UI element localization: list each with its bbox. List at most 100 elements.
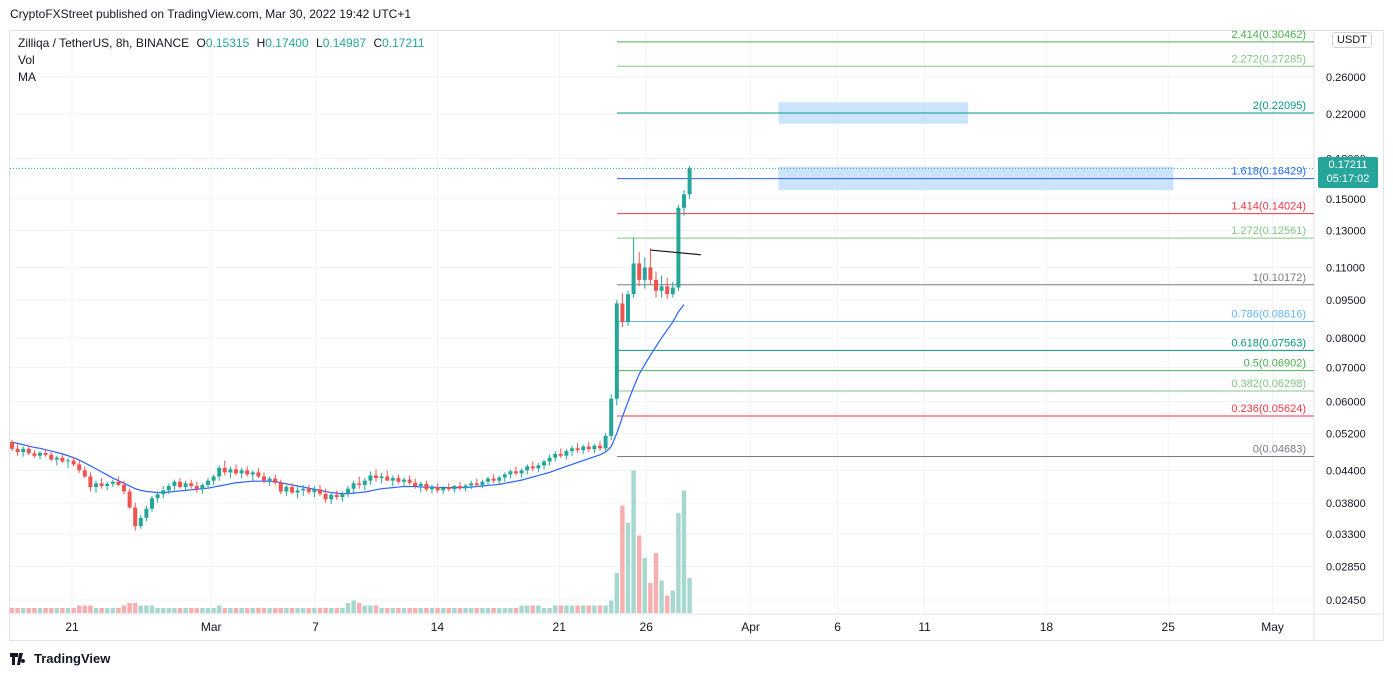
currency-unit-button[interactable]: USDT — [1332, 32, 1372, 48]
volume-bar — [620, 505, 625, 613]
volume-bar — [390, 608, 395, 613]
volume-bar — [648, 583, 653, 613]
tradingview-brand[interactable]: TradingView — [10, 651, 110, 666]
candle-body — [295, 490, 300, 493]
volume-bar — [172, 608, 177, 613]
candle-body — [318, 489, 322, 494]
candle-body — [256, 472, 261, 477]
candle-body — [368, 475, 373, 481]
volume-bar — [222, 608, 227, 613]
candle-body — [564, 451, 569, 456]
volume-bar — [116, 608, 121, 613]
volume-bar — [519, 605, 524, 613]
candle-body — [614, 303, 619, 399]
candle-body — [665, 286, 670, 295]
volume-bar — [379, 608, 384, 613]
last-price-tag: 0.17211 05:17:02 — [1318, 157, 1378, 188]
candle-body — [105, 483, 110, 486]
candle-body — [676, 207, 681, 288]
candle-body — [273, 478, 278, 483]
candle-body — [648, 267, 653, 280]
candle-body — [351, 483, 356, 489]
candle-body — [480, 481, 485, 485]
volume-bar — [497, 608, 502, 613]
candle-body — [514, 471, 518, 474]
ma-indicator-label[interactable]: MA — [18, 70, 36, 84]
candle-body — [194, 485, 199, 490]
candle-body — [290, 487, 294, 493]
candle-body — [413, 482, 418, 486]
volume-bar — [93, 608, 99, 613]
volume-bar — [32, 608, 37, 613]
candle-body — [200, 484, 205, 490]
candle-body — [133, 507, 138, 527]
volume-bar — [312, 608, 317, 613]
volume-indicator-label[interactable]: Vol — [18, 53, 35, 67]
candle-body — [508, 471, 513, 475]
candle-body — [127, 491, 132, 508]
candle-body — [21, 448, 26, 453]
price-tick-label: 0.03800 — [1326, 498, 1366, 510]
candle-body — [110, 481, 115, 484]
candle-body — [598, 445, 602, 449]
candle-body — [631, 263, 636, 295]
volume-bar — [133, 603, 138, 613]
candle-body — [206, 480, 210, 485]
candle-body — [670, 287, 675, 295]
volume-bar — [558, 605, 563, 613]
fib-level-label: 2.272(0.27285) — [1231, 53, 1306, 65]
volume-bar — [267, 608, 272, 613]
volume-bar — [295, 608, 300, 613]
bar-countdown: 05:17:02 — [1326, 173, 1370, 185]
candle-body — [424, 483, 429, 490]
fib-level-label: 0.618(0.07563) — [1231, 337, 1306, 349]
volume-bar — [424, 608, 429, 613]
ohlc-row: Zilliqa / TetherUS, 8h, BINANCE O0.15315… — [18, 35, 425, 52]
volume-bar — [508, 608, 513, 613]
volume-bar — [88, 605, 93, 613]
volume-bar — [334, 608, 339, 613]
date-tick-label: 6 — [834, 620, 841, 634]
candle-body — [60, 457, 65, 462]
symbol-title[interactable]: Zilliqa / TetherUS, 8h, BINANCE — [18, 36, 190, 50]
candle-body — [211, 476, 216, 481]
candle-body — [144, 508, 149, 518]
candle-body — [99, 483, 104, 486]
open-value: 0.15315 — [205, 36, 250, 50]
candle-body — [497, 477, 502, 481]
candle-body — [357, 483, 362, 485]
candle-body — [38, 452, 42, 456]
volume-bar — [614, 573, 619, 613]
open-label: O — [196, 36, 206, 50]
candle-body — [346, 488, 350, 494]
volume-bar — [121, 605, 127, 613]
volume-bar — [642, 558, 647, 613]
volume-bar — [21, 608, 26, 613]
volume-bar — [530, 605, 535, 613]
candle-body — [654, 279, 658, 291]
candle-body — [250, 472, 255, 475]
volume-bar — [553, 605, 558, 613]
moving-average-line — [11, 304, 685, 495]
candle-body — [502, 474, 507, 478]
candle-body — [536, 465, 541, 469]
volume-bar — [429, 608, 435, 613]
volume-bar — [418, 608, 423, 613]
price-tick-label: 0.22000 — [1326, 109, 1366, 121]
candle-body — [82, 470, 87, 477]
volume-bar — [205, 608, 211, 613]
volume-bar — [385, 608, 390, 613]
candle-body — [228, 469, 233, 473]
volume-bar — [15, 608, 20, 613]
price-tick-label: 0.26000 — [1326, 72, 1366, 84]
volume-bar — [82, 605, 87, 613]
date-tick-label: Mar — [201, 620, 222, 634]
volume-bar — [306, 608, 311, 613]
low-value: 0.14987 — [322, 36, 367, 50]
volume-bar — [469, 608, 474, 613]
candle-body — [458, 485, 462, 489]
candle-body — [94, 483, 98, 488]
fib-level-label: 1.618(0.16429) — [1231, 166, 1306, 178]
candle-body — [329, 494, 334, 500]
